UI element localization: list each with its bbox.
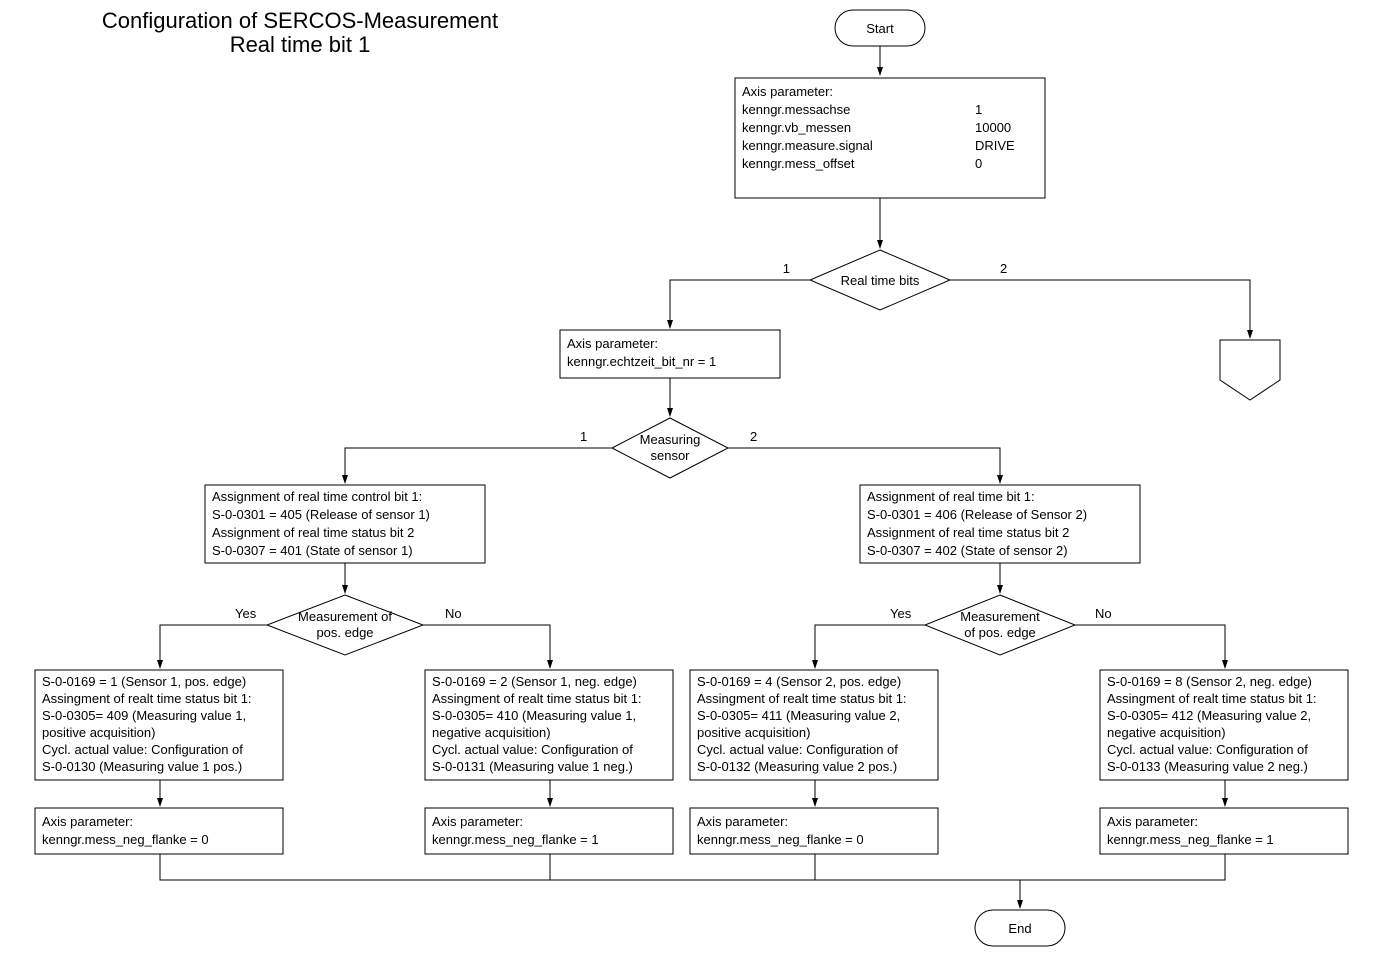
axis-v5: 0: [975, 156, 982, 171]
l2e: Cycl. actual value: Configuration of: [432, 742, 633, 757]
sensor-b1: 1: [580, 429, 587, 444]
f3b: kenngr.mess_neg_flanke = 1: [1107, 832, 1274, 847]
axis-l2: kenngr.messachse: [742, 102, 850, 117]
ar2: S-0-0301 = 406 (Release of Sensor 2): [867, 507, 1087, 522]
flowchart-canvas: Configuration of SERCOS-Measurement Real…: [0, 0, 1391, 959]
l4f: S-0-0133 (Measuring value 2 neg.): [1107, 759, 1308, 774]
l2b: Assingment of realt time status bit 1:: [432, 691, 642, 706]
l4b: Assingment of realt time status bit 1:: [1107, 691, 1317, 706]
sensor-b2: 2: [750, 429, 757, 444]
axis-v4: DRIVE: [975, 138, 1015, 153]
rtb-branch-1: 1: [783, 261, 790, 276]
f3a: Axis parameter:: [1107, 814, 1198, 829]
axis-l1: Axis parameter:: [742, 84, 833, 99]
al1: Assignment of real time control bit 1:: [212, 489, 422, 504]
f1a: Axis parameter:: [432, 814, 523, 829]
l2a: S-0-0169 = 2 (Sensor 1, neg. edge): [432, 674, 637, 689]
f2a: Axis parameter:: [697, 814, 788, 829]
der1: Measurement: [960, 609, 1040, 624]
l1e: Cycl. actual value: Configuration of: [42, 742, 243, 757]
l3f: S-0-0132 (Measuring value 2 pos.): [697, 759, 897, 774]
l1a: S-0-0169 = 1 (Sensor 1, pos. edge): [42, 674, 246, 689]
sensor-l1: Measuring: [640, 432, 701, 447]
der2: of pos. edge: [964, 625, 1036, 640]
l3b: Assingment of realt time status bit 1:: [697, 691, 907, 706]
l1f: S-0-0130 (Measuring value 1 pos.): [42, 759, 242, 774]
title-line2: Real time bit 1: [230, 32, 371, 57]
yes2: Yes: [890, 606, 912, 621]
title-line1: Configuration of SERCOS-Measurement: [102, 8, 498, 33]
al3: Assignment of real time status bit 2: [212, 525, 414, 540]
offpage-connector: [1220, 340, 1280, 400]
end-label: End: [1008, 921, 1031, 936]
ar3: Assignment of real time status bit 2: [867, 525, 1069, 540]
l3e: Cycl. actual value: Configuration of: [697, 742, 898, 757]
axis-l4: kenngr.measure.signal: [742, 138, 873, 153]
l4c: S-0-0305= 412 (Measuring value 2,: [1107, 708, 1311, 723]
f2b: kenngr.mess_neg_flanke = 0: [697, 832, 864, 847]
rtb-label: Real time bits: [841, 273, 920, 288]
l4d: negative acquisition): [1107, 725, 1226, 740]
al4: S-0-0307 = 401 (State of sensor 1): [212, 543, 413, 558]
yes1: Yes: [235, 606, 257, 621]
echtzeit-l2: kenngr.echtzeit_bit_nr = 1: [567, 354, 716, 369]
l1d: positive acquisition): [42, 725, 155, 740]
sensor-l2: sensor: [650, 448, 690, 463]
axis-l5: kenngr.mess_offset: [742, 156, 855, 171]
axis-v3: 10000: [975, 120, 1011, 135]
no1: No: [445, 606, 462, 621]
ar1: Assignment of real time bit 1:: [867, 489, 1035, 504]
l3d: positive acquisition): [697, 725, 810, 740]
f0b: kenngr.mess_neg_flanke = 0: [42, 832, 209, 847]
l2f: S-0-0131 (Measuring value 1 neg.): [432, 759, 633, 774]
axis-v2: 1: [975, 102, 982, 117]
axis-l3: kenngr.vb_messen: [742, 120, 851, 135]
f1b: kenngr.mess_neg_flanke = 1: [432, 832, 599, 847]
l1c: S-0-0305= 409 (Measuring value 1,: [42, 708, 246, 723]
del1: Measurement of: [298, 609, 392, 624]
l1b: Assingment of realt time status bit 1:: [42, 691, 252, 706]
start-label: Start: [866, 21, 894, 36]
l2d: negative acquisition): [432, 725, 551, 740]
no2: No: [1095, 606, 1112, 621]
ar4: S-0-0307 = 402 (State of sensor 2): [867, 543, 1068, 558]
al2: S-0-0301 = 405 (Release of sensor 1): [212, 507, 430, 522]
rtb-branch-2: 2: [1000, 261, 1007, 276]
l4e: Cycl. actual value: Configuration of: [1107, 742, 1308, 757]
l2c: S-0-0305= 410 (Measuring value 1,: [432, 708, 636, 723]
l3c: S-0-0305= 411 (Measuring value 2,: [697, 708, 900, 723]
f0a: Axis parameter:: [42, 814, 133, 829]
l3a: S-0-0169 = 4 (Sensor 2, pos. edge): [697, 674, 901, 689]
l4a: S-0-0169 = 8 (Sensor 2, neg. edge): [1107, 674, 1312, 689]
echtzeit-l1: Axis parameter:: [567, 336, 658, 351]
del2: pos. edge: [316, 625, 373, 640]
